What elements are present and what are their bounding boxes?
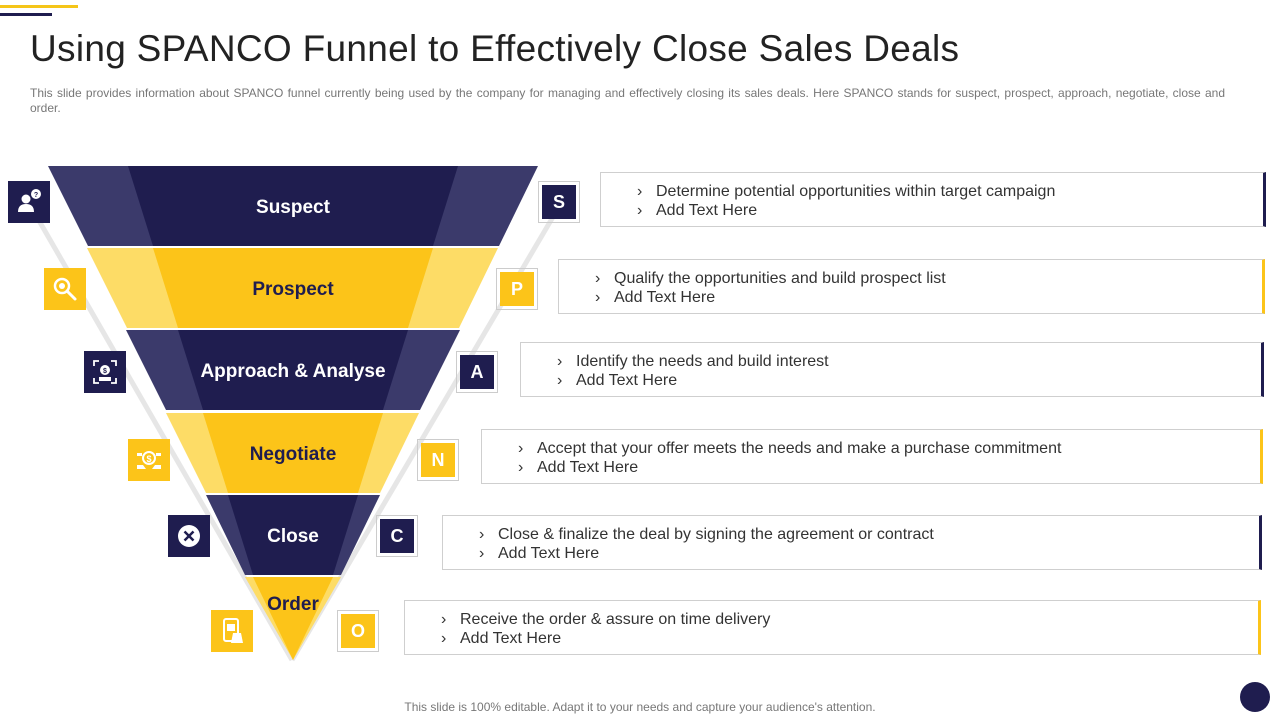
stage-label-approach: Approach & Analyse <box>200 361 386 382</box>
money-target-icon: $ <box>84 351 126 393</box>
letter-badge-p: P <box>496 268 538 310</box>
stage-label-prospect: Prospect <box>252 279 334 300</box>
mobile-order-icon <box>211 610 253 652</box>
letter-badge-n: N <box>417 439 459 481</box>
stage-label-close: Close <box>267 526 319 547</box>
stage-label-suspect: Suspect <box>256 197 330 218</box>
funnel-band-close <box>206 495 380 575</box>
stage-label-negotiate: Negotiate <box>249 444 337 465</box>
svg-text:$: $ <box>103 368 107 375</box>
slide-subtitle: This slide provides information about SP… <box>30 86 1225 115</box>
funnel-band-approach <box>126 330 460 410</box>
stage-description-close: › Close & finalize the deal by signing th… <box>442 515 1262 570</box>
letter-badge-o: O <box>337 610 379 652</box>
list-item: › Identify the needs and build interest <box>557 353 829 370</box>
stage-description-suspect: › Determine potential opportunities withi… <box>600 172 1266 227</box>
magnifier-search-icon <box>44 268 86 310</box>
list-item: › Receive the order & assure on time deli… <box>441 611 771 628</box>
list-item: › Accept that your offer meets the needs … <box>518 440 1062 457</box>
stage-description-approach: › Identify the needs and build interest ›… <box>520 342 1264 397</box>
funnel-band-negotiate <box>166 413 419 493</box>
funnel-band-suspect <box>48 166 538 246</box>
letter-badge-c: C <box>376 515 418 557</box>
slide-title: Using SPANCO Funnel to Effectively Close… <box>30 28 960 69</box>
funnel-band-prospect <box>87 248 498 328</box>
stage-description-order: › Receive the order & assure on time deli… <box>404 600 1261 655</box>
money-exchange-icon: $ <box>128 439 170 481</box>
list-item: › Add Text Here <box>637 202 758 219</box>
list-item: › Qualify the opportunities and build pro… <box>595 270 946 287</box>
list-item: › Add Text Here <box>557 372 678 389</box>
letter-badge-a: A <box>456 351 498 393</box>
stage-description-negotiate: › Accept that your offer meets the needs … <box>481 429 1263 484</box>
list-item: › Add Text Here <box>441 630 562 647</box>
svg-text:?: ? <box>34 192 38 199</box>
footer-note: This slide is 100% editable. Adapt it to… <box>404 700 876 714</box>
list-item: › Add Text Here <box>518 459 639 476</box>
list-item: › Add Text Here <box>595 289 716 306</box>
close-circle-icon <box>168 515 210 557</box>
stage-description-prospect: › Qualify the opportunities and build pro… <box>558 259 1265 314</box>
list-item: › Add Text Here <box>479 545 600 562</box>
svg-text:$: $ <box>146 454 151 464</box>
funnel-band-order <box>245 577 341 660</box>
list-item: › Close & finalize the deal by signing th… <box>479 526 934 543</box>
user-question-icon: ? <box>8 181 50 223</box>
letter-badge-s: S <box>538 181 580 223</box>
list-item: › Determine potential opportunities withi… <box>637 183 1056 200</box>
accent-bar-yellow <box>0 5 78 8</box>
stage-label-order: Order <box>267 594 319 615</box>
accent-bar-navy <box>0 13 52 16</box>
corner-decoration <box>1240 682 1270 712</box>
